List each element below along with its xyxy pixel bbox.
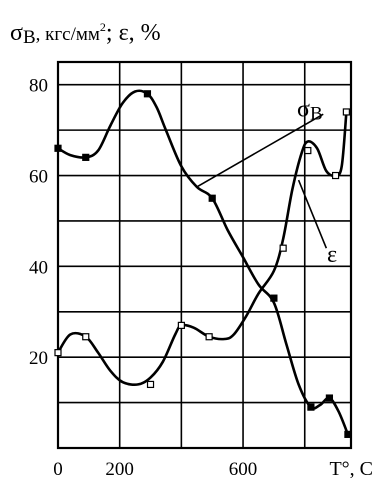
data-point-sigma [54, 144, 62, 152]
tick-labels: 20 40 60 80 0 200 600 [29, 76, 257, 480]
y-tick-label: 80 [29, 76, 48, 97]
plot-frame [56, 60, 353, 450]
data-point-sigma [325, 394, 334, 402]
data-point-epsilon [205, 333, 213, 341]
series-line-epsilon [56, 110, 348, 387]
data-point-epsilon [342, 108, 350, 116]
data-point-epsilon [82, 333, 90, 341]
grid [58, 62, 351, 448]
y-tick-label: 40 [29, 257, 48, 278]
y-axis-label: σB, кгс/мм2; ε, % [10, 20, 161, 48]
x-tick-label: 0 [53, 459, 63, 480]
epsilon-label-leader [297, 179, 328, 249]
data-point-sigma [344, 430, 352, 438]
data-point-sigma [143, 90, 152, 98]
sigma-label-leader [196, 113, 324, 188]
data-point-epsilon [304, 146, 312, 155]
data-point-epsilon [177, 321, 185, 329]
data-point-epsilon [279, 244, 287, 252]
series-label-epsilon: ε [327, 242, 337, 268]
y-label-sigma: σ [10, 20, 23, 46]
y-tick-label: 20 [29, 348, 48, 369]
y-label-units-sup: 2 [100, 20, 106, 34]
data-point-sigma [307, 403, 315, 411]
series-markers [54, 90, 352, 438]
data-point-epsilon [54, 349, 62, 357]
x-tick-label: 200 [105, 459, 134, 480]
y-label-units: , кгс/мм [36, 24, 100, 45]
data-point-sigma [82, 153, 90, 161]
y-label-sigma-sub: B [23, 27, 36, 48]
y-label-rest: ; ε, % [106, 20, 161, 46]
data-point-sigma [270, 294, 278, 302]
y-tick-label: 60 [29, 167, 48, 188]
series-label-sigma: σB [297, 96, 323, 124]
data-point-epsilon [331, 171, 340, 180]
x-tick-label: 600 [229, 459, 258, 480]
data-point-sigma [208, 194, 216, 202]
series-sigma-sub: B [310, 103, 323, 124]
series-sigma-name: σ [297, 96, 310, 122]
data-point-epsilon [146, 380, 155, 389]
x-axis-label: T°, C [329, 458, 373, 480]
